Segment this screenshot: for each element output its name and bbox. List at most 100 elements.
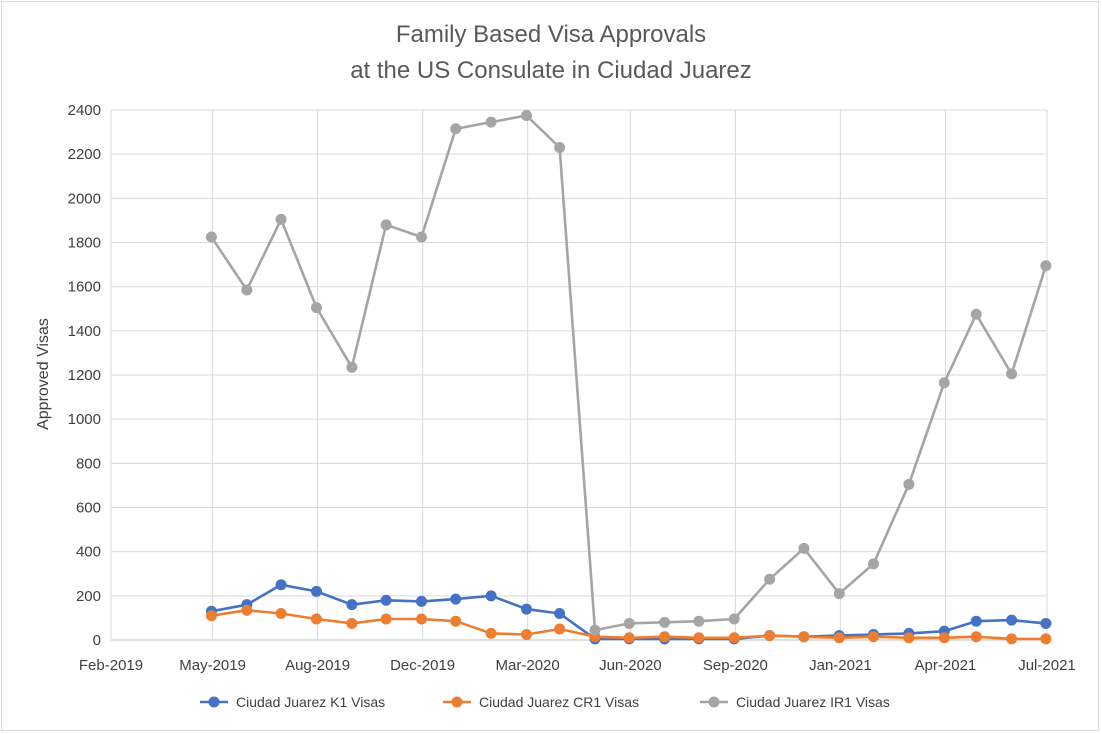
x-tick-label: Jun-2020 bbox=[599, 657, 662, 674]
chart-title-line-1: Family Based Visa Approvals bbox=[396, 21, 706, 48]
data-point bbox=[450, 593, 462, 605]
data-point bbox=[310, 302, 322, 314]
legend-label: Ciudad Juarez IR1 Visas bbox=[736, 694, 890, 710]
x-tick-label: Aug-2019 bbox=[285, 657, 350, 674]
data-point bbox=[659, 631, 671, 643]
x-tick-label: Dec-2019 bbox=[390, 657, 455, 674]
data-point bbox=[450, 123, 462, 135]
y-tick-label: 2000 bbox=[68, 190, 101, 207]
data-point bbox=[241, 284, 253, 296]
data-point bbox=[554, 608, 566, 619]
data-point bbox=[1040, 633, 1052, 645]
series-group bbox=[205, 110, 1052, 645]
data-point bbox=[693, 615, 705, 627]
data-point bbox=[970, 308, 982, 320]
data-point bbox=[903, 478, 915, 490]
data-point bbox=[415, 613, 427, 625]
data-point bbox=[310, 585, 322, 597]
data-point bbox=[520, 603, 532, 615]
series-line bbox=[210, 114, 1048, 632]
data-point bbox=[485, 590, 497, 602]
y-tick-label: 1200 bbox=[68, 367, 101, 384]
data-point bbox=[1040, 617, 1052, 629]
data-point bbox=[833, 588, 845, 600]
data-point bbox=[1040, 260, 1052, 272]
data-point bbox=[764, 573, 776, 585]
y-tick-label: 1400 bbox=[68, 323, 101, 340]
data-point bbox=[554, 623, 566, 635]
data-point bbox=[346, 599, 358, 611]
x-tick-label: Jan-2021 bbox=[809, 657, 872, 674]
data-point bbox=[728, 613, 740, 625]
data-point bbox=[903, 632, 915, 644]
x-tick-label: Apr-2021 bbox=[915, 657, 977, 674]
legend-label: Ciudad Juarez K1 Visas bbox=[236, 694, 385, 710]
data-point bbox=[1006, 614, 1018, 626]
legend-item: Ciudad Juarez CR1 Visas bbox=[443, 694, 639, 710]
legend-marker bbox=[451, 696, 463, 708]
data-point bbox=[415, 595, 427, 607]
y-tick-label: 2400 bbox=[68, 102, 101, 119]
legend-marker bbox=[208, 696, 220, 708]
data-point bbox=[970, 631, 982, 643]
data-point bbox=[623, 632, 635, 644]
legend-marker bbox=[708, 696, 720, 708]
data-point bbox=[1006, 368, 1018, 380]
y-tick-label: 400 bbox=[76, 544, 101, 561]
y-tick-label: 200 bbox=[76, 588, 101, 605]
gridlines bbox=[110, 109, 1048, 641]
x-tick-label: Jul-2021 bbox=[1018, 657, 1076, 674]
data-point bbox=[798, 631, 810, 643]
y-axis-title: Approved Visas bbox=[35, 318, 52, 430]
y-tick-label: 2200 bbox=[68, 146, 101, 163]
data-point bbox=[938, 632, 950, 644]
series-line bbox=[211, 583, 1047, 641]
x-tick-label: Mar-2020 bbox=[496, 657, 560, 674]
data-point bbox=[275, 213, 287, 225]
data-point bbox=[693, 632, 705, 644]
data-point bbox=[485, 116, 497, 128]
x-tick-label: May-2019 bbox=[179, 657, 246, 674]
data-point bbox=[415, 231, 427, 243]
series-3 bbox=[205, 110, 1052, 636]
data-point bbox=[205, 610, 217, 622]
y-tick-label: 1800 bbox=[68, 235, 101, 252]
y-tick-label: 800 bbox=[76, 455, 101, 472]
data-point bbox=[346, 361, 358, 373]
data-point bbox=[275, 608, 287, 619]
data-point bbox=[970, 615, 982, 627]
data-point bbox=[520, 628, 532, 640]
y-tick-label: 1600 bbox=[68, 279, 101, 296]
data-point bbox=[485, 627, 497, 639]
data-point bbox=[205, 231, 217, 243]
data-point bbox=[310, 613, 322, 625]
data-point bbox=[623, 617, 635, 629]
series-2 bbox=[205, 604, 1052, 645]
data-point bbox=[520, 110, 532, 122]
y-tick-label: 1000 bbox=[68, 411, 101, 428]
data-point bbox=[938, 377, 950, 389]
y-tick-label: 0 bbox=[93, 632, 101, 649]
data-point bbox=[867, 631, 879, 643]
data-point bbox=[380, 613, 392, 625]
data-point bbox=[589, 624, 601, 636]
data-point bbox=[554, 142, 566, 154]
x-axis-ticks: Feb-2019 May-2019 Aug-2019 Dec-2019 Mar-2020… bbox=[79, 657, 1076, 674]
data-point bbox=[1006, 633, 1018, 645]
y-tick-label: 600 bbox=[76, 500, 101, 517]
legend-label: Ciudad Juarez CR1 Visas bbox=[479, 694, 639, 710]
x-tick-label: Feb-2019 bbox=[79, 657, 143, 674]
legend: Ciudad Juarez K1 Visas Ciudad Juarez CR1 … bbox=[200, 694, 890, 710]
legend-item: Ciudad Juarez K1 Visas bbox=[200, 694, 385, 710]
data-point bbox=[346, 617, 358, 629]
chart-title-line-2: at the US Consulate in Ciudad Juarez bbox=[350, 57, 752, 84]
data-point bbox=[380, 219, 392, 231]
data-point bbox=[728, 632, 740, 644]
data-point bbox=[275, 579, 287, 591]
y-axis-ticks: 0 200 400 600 800 1000 1200 1400 1600 1800 2000 220… bbox=[68, 102, 101, 649]
data-point bbox=[833, 632, 845, 644]
x-tick-label: Sep-2020 bbox=[703, 657, 768, 674]
data-point bbox=[450, 615, 462, 627]
